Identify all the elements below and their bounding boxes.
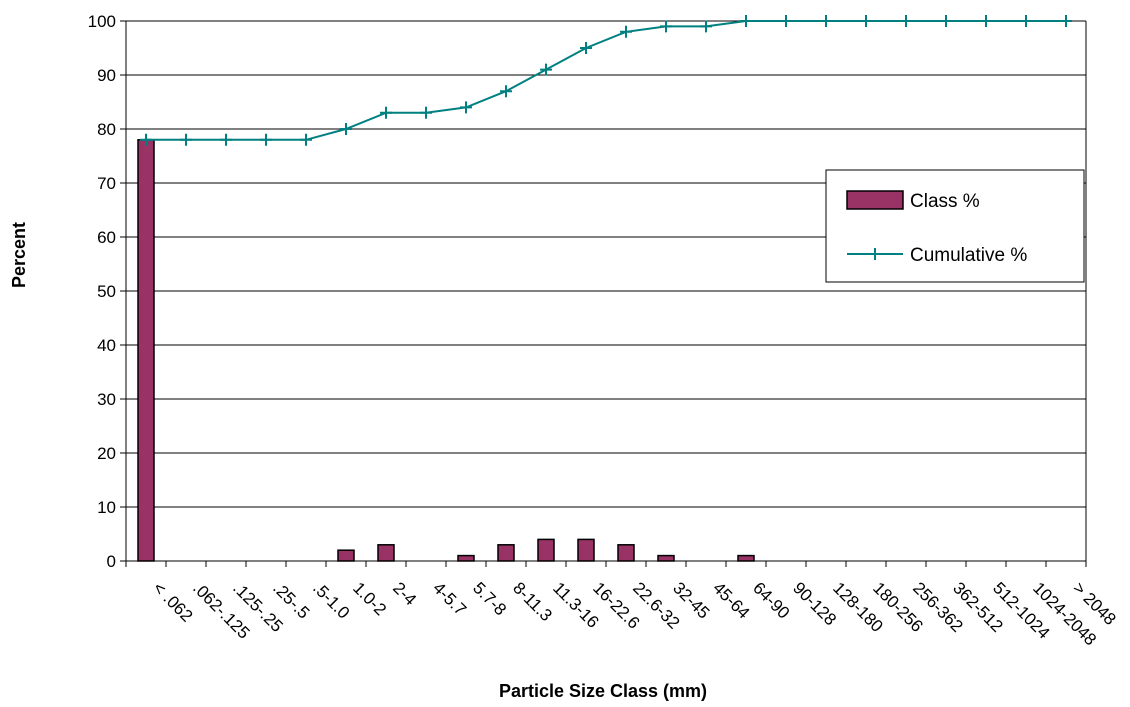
legend-box: [825, 169, 1085, 283]
cumulative-point-512-1024: [980, 15, 992, 27]
y-tick-label: 40: [97, 336, 116, 355]
cumulative-point-.125-.25: [220, 133, 232, 146]
y-tick-label: 30: [97, 390, 116, 409]
cumulative-point-90-128: [780, 15, 792, 27]
y-tick-label: 0: [107, 552, 116, 571]
cumulative-point-< .062: [140, 133, 152, 146]
y-axis-title: Percent: [9, 222, 29, 288]
bar-11.3-16: [537, 538, 555, 562]
cumulative-point-180-256: [860, 15, 872, 27]
axes: [120, 20, 1087, 567]
y-tick-label: 70: [97, 174, 116, 193]
legend-swatch-cumulative-marker: [869, 248, 881, 260]
y-tick-label: 80: [97, 120, 116, 139]
cumulative-point-256-362: [900, 15, 912, 27]
cumulative-line-path: [146, 20, 1066, 141]
bar-8-11.3: [497, 544, 515, 562]
x-tick-label: 90-128: [789, 578, 840, 629]
y-tick-label: 60: [97, 228, 116, 247]
bar-2-4: [377, 544, 395, 562]
x-tick-label: 64-90: [749, 578, 793, 622]
x-tick-label: 4-5.7: [429, 578, 470, 619]
cumulative-point-16-22.6: [580, 42, 592, 54]
x-tick-label: 8-11.3: [509, 578, 556, 625]
cumulative-point-4-5.7: [420, 106, 432, 119]
bar-series-class: [137, 139, 755, 562]
cumulative-point-32-45: [660, 20, 672, 33]
cumulative-point-.25-.5: [260, 133, 272, 146]
bar-64-90: [737, 554, 755, 562]
x-tick-label: 45-64: [709, 578, 753, 622]
legend: Class % Cumulative %: [825, 169, 1085, 283]
cumulative-point-64-90: [740, 15, 752, 27]
legend-label-cumulative: Cumulative %: [910, 245, 1027, 266]
cumulative-point-.5-1.0: [300, 133, 312, 146]
cumulative-point-362-512: [940, 15, 952, 27]
y-tick-label: 100: [88, 12, 116, 31]
bar-32-45: [657, 554, 675, 562]
x-tick-label: < .062: [149, 578, 196, 625]
y-tick-labels: 0 10 20 30 40 50 60 70 80 90 100: [88, 12, 116, 571]
cumulative-point-.062-.125: [180, 133, 192, 146]
cumulative-point-2-4: [380, 106, 392, 119]
y-tick-label: 90: [97, 66, 116, 85]
cumulative-point-11.3-16: [540, 63, 552, 76]
y-tick-label: 50: [97, 282, 116, 301]
x-tick-label: .5-1.0: [309, 578, 353, 622]
cumulative-point-1024-2048: [1020, 15, 1032, 27]
bar-5.7-8: [457, 554, 475, 562]
cumulative-point-> 2048: [1060, 15, 1072, 27]
x-tick-labels: < .062.062-.125.125-.25.25-.5.5-1.01.0-2…: [149, 578, 1120, 649]
x-tick-label: 2-4: [389, 578, 420, 609]
cumulative-point-1.0-2: [340, 123, 352, 135]
legend-swatch-class: [846, 190, 904, 210]
bar-22.6-32: [617, 544, 635, 562]
x-tick-label: 1.0-2: [349, 578, 390, 619]
x-axis-title: Particle Size Class (mm): [499, 681, 707, 701]
y-tick-label: 10: [97, 498, 116, 517]
x-tick-label: 5.7-8: [469, 578, 510, 619]
cumulative-point-45-64: [700, 20, 712, 33]
cumulative-point-8-11.3: [500, 85, 512, 98]
legend-label-class: Class %: [910, 191, 980, 212]
cumulative-point-22.6-32: [620, 25, 632, 38]
cumulative-point-128-180: [820, 15, 832, 27]
y-tick-label: 20: [97, 444, 116, 463]
cumulative-point-5.7-8: [460, 101, 472, 114]
bar-16-22.6: [577, 538, 595, 562]
bar-< .062: [137, 139, 155, 562]
bar-1.0-2: [337, 549, 355, 562]
line-series-cumulative: [140, 15, 1072, 146]
